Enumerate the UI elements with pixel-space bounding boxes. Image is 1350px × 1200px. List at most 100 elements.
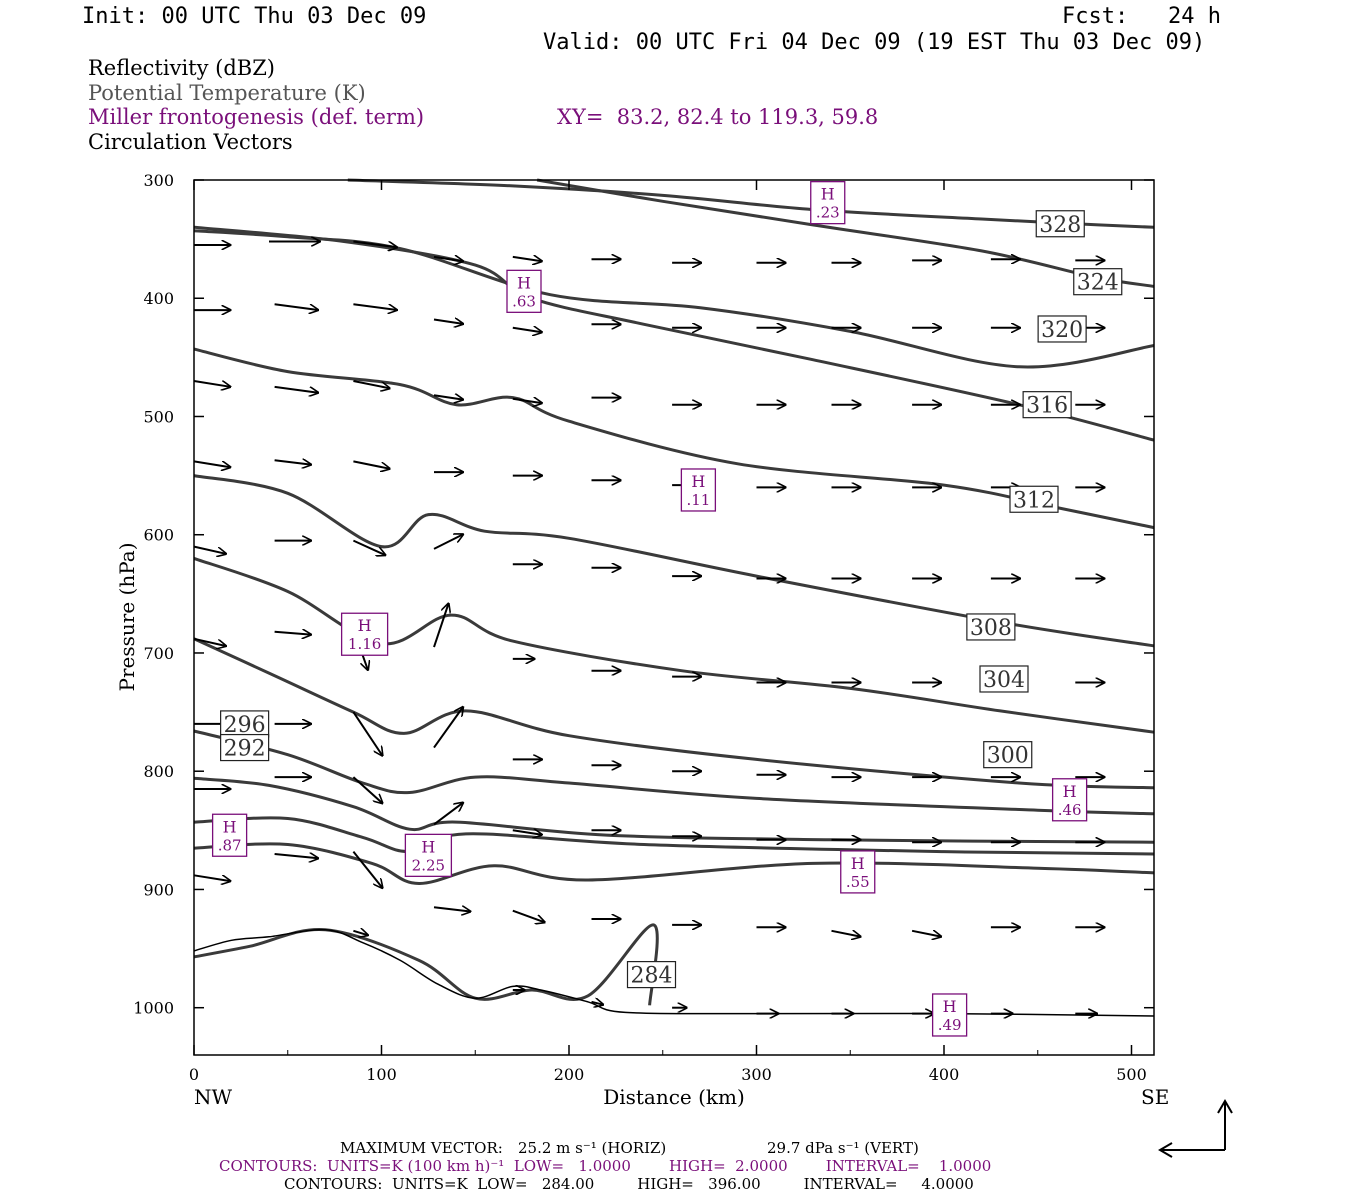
theta-contours bbox=[193, 178, 1155, 1006]
fronto-high-letter: H bbox=[1063, 782, 1077, 801]
theta-contour-line bbox=[193, 637, 1155, 790]
theta-label-text: 316 bbox=[1026, 394, 1068, 419]
fronto-high-box bbox=[404, 833, 453, 878]
circulation-vector bbox=[193, 874, 230, 881]
circulation-vector bbox=[433, 907, 470, 911]
x-axis-title: Distance (km) bbox=[603, 1085, 745, 1109]
circulation-vector bbox=[274, 854, 319, 858]
circulation-vector bbox=[433, 604, 449, 648]
theta-contour-line bbox=[193, 729, 1155, 816]
y-axis-title: Pressure (hPa) bbox=[115, 543, 139, 692]
theta-label: 328 bbox=[1035, 210, 1085, 238]
circulation-vector bbox=[512, 830, 542, 834]
fronto-high-letter: H bbox=[358, 616, 372, 635]
theta-contour-line bbox=[347, 178, 1155, 229]
theta-label-box bbox=[1022, 391, 1072, 419]
init-time: Init: 00 UTC Thu 03 Dec 09 bbox=[82, 4, 427, 29]
circulation-vector bbox=[352, 711, 382, 756]
theta-contour-line bbox=[193, 816, 1155, 856]
fronto-high-value: .55 bbox=[846, 873, 870, 891]
circulation-vector bbox=[433, 707, 463, 749]
fronto-high-value: .46 bbox=[1058, 801, 1082, 819]
theta-label: 296 bbox=[220, 710, 270, 738]
fronto-high-value: 2.25 bbox=[412, 856, 445, 874]
circulation-vector bbox=[274, 632, 311, 635]
fronto-high-marker: H.55 bbox=[840, 850, 876, 894]
fronto-high-letter: H bbox=[223, 817, 237, 836]
x-tick-label: 200 bbox=[554, 1065, 585, 1084]
theta-label: 316 bbox=[1022, 391, 1072, 419]
y-tick-label: 700 bbox=[143, 644, 174, 663]
circulation-vector bbox=[352, 539, 385, 556]
theta-label: 324 bbox=[1073, 268, 1123, 296]
theta-label: 304 bbox=[979, 665, 1029, 693]
fronto-high-value: .49 bbox=[938, 1016, 962, 1034]
x-tick-label: 0 bbox=[189, 1065, 199, 1084]
contours-theta: CONTOURS: UNITS=K LOW= 284.00 HIGH= 396.… bbox=[284, 1175, 974, 1193]
theta-label-box bbox=[220, 733, 270, 762]
theta-label: 284 bbox=[626, 960, 677, 989]
circulation-vector bbox=[353, 380, 389, 388]
theta-label-box bbox=[966, 613, 1016, 641]
fronto-high-value: .23 bbox=[816, 204, 840, 222]
plot-frame bbox=[193, 179, 1155, 1056]
fronto-high-marker: H.23 bbox=[810, 180, 846, 225]
theta-label-text: 300 bbox=[987, 744, 1029, 769]
fronto-high-box bbox=[931, 993, 968, 1037]
x-tick-label: 400 bbox=[929, 1065, 960, 1084]
fronto-high-letter: H bbox=[517, 273, 531, 292]
theta-label-text: 308 bbox=[970, 616, 1012, 641]
fronto-high-box bbox=[1051, 778, 1088, 822]
circulation-vector bbox=[193, 637, 226, 646]
y-tick-label: 800 bbox=[143, 762, 174, 781]
theta-label-box bbox=[220, 710, 270, 738]
circulation-vector bbox=[512, 909, 545, 923]
y-tick-label: 1000 bbox=[133, 999, 174, 1018]
circulation-vector bbox=[274, 303, 319, 310]
forecast-hour: Fcst: 24 h bbox=[1062, 4, 1221, 29]
fronto-high-box bbox=[840, 850, 876, 894]
y-tick-label: 900 bbox=[143, 880, 174, 899]
fronto-high-value: .87 bbox=[218, 836, 242, 854]
x-end-label-se: SE bbox=[1141, 1085, 1169, 1109]
theta-label-text: 304 bbox=[983, 668, 1025, 693]
circulation-vector bbox=[274, 460, 311, 464]
theta-label-box bbox=[1035, 210, 1085, 238]
max-vector-label: MAXIMUM VECTOR: bbox=[340, 1139, 503, 1157]
y-tick-label: 300 bbox=[143, 171, 174, 190]
x-end-label-nw: NW bbox=[194, 1085, 233, 1109]
theta-label-text: 284 bbox=[631, 964, 673, 989]
fronto-high-box bbox=[506, 269, 542, 313]
theta-label: 300 bbox=[983, 741, 1033, 769]
x-tick-label: 500 bbox=[1116, 1065, 1147, 1084]
theta-label-box bbox=[1009, 485, 1059, 513]
circulation-vector bbox=[512, 257, 542, 261]
theta-label: 320 bbox=[1037, 315, 1087, 343]
fronto-high-letter: H bbox=[851, 854, 865, 873]
theta-contour-line bbox=[193, 347, 1155, 530]
circulation-vector bbox=[193, 460, 230, 467]
circulation-vector bbox=[591, 1002, 604, 1005]
contours-frontogenesis: CONTOURS: UNITS=K (100 km h)⁻¹ LOW= 1.00… bbox=[219, 1157, 992, 1175]
theta-contour-line bbox=[193, 229, 1155, 369]
theta-label-text: 320 bbox=[1041, 318, 1083, 343]
fronto-high-marker: H.49 bbox=[931, 993, 968, 1037]
theta-contour-line bbox=[193, 556, 1155, 734]
legend-circulation-vectors: Circulation Vectors bbox=[88, 130, 293, 154]
circulation-vector bbox=[353, 460, 389, 468]
y-tick-label: 600 bbox=[143, 526, 174, 545]
circulation-vector bbox=[193, 380, 230, 387]
circulation-vector bbox=[353, 303, 397, 310]
y-tick-label: 400 bbox=[143, 289, 174, 308]
axes: 0 100 200 300 400 500 300 400 500 600 700 800 900 100… bbox=[133, 171, 1154, 1084]
theta-label: 292 bbox=[220, 733, 270, 762]
fronto-high-value: .11 bbox=[686, 491, 710, 509]
cross-section-endpoints: XY= 83.2, 82.4 to 119.3, 59.8 bbox=[557, 105, 879, 129]
terrain-line bbox=[193, 928, 1155, 1017]
circulation-vector bbox=[512, 399, 542, 403]
fronto-high-value: 1.16 bbox=[348, 635, 381, 653]
theta-label-text: 324 bbox=[1077, 271, 1119, 296]
theta-contour-line bbox=[193, 225, 1155, 442]
